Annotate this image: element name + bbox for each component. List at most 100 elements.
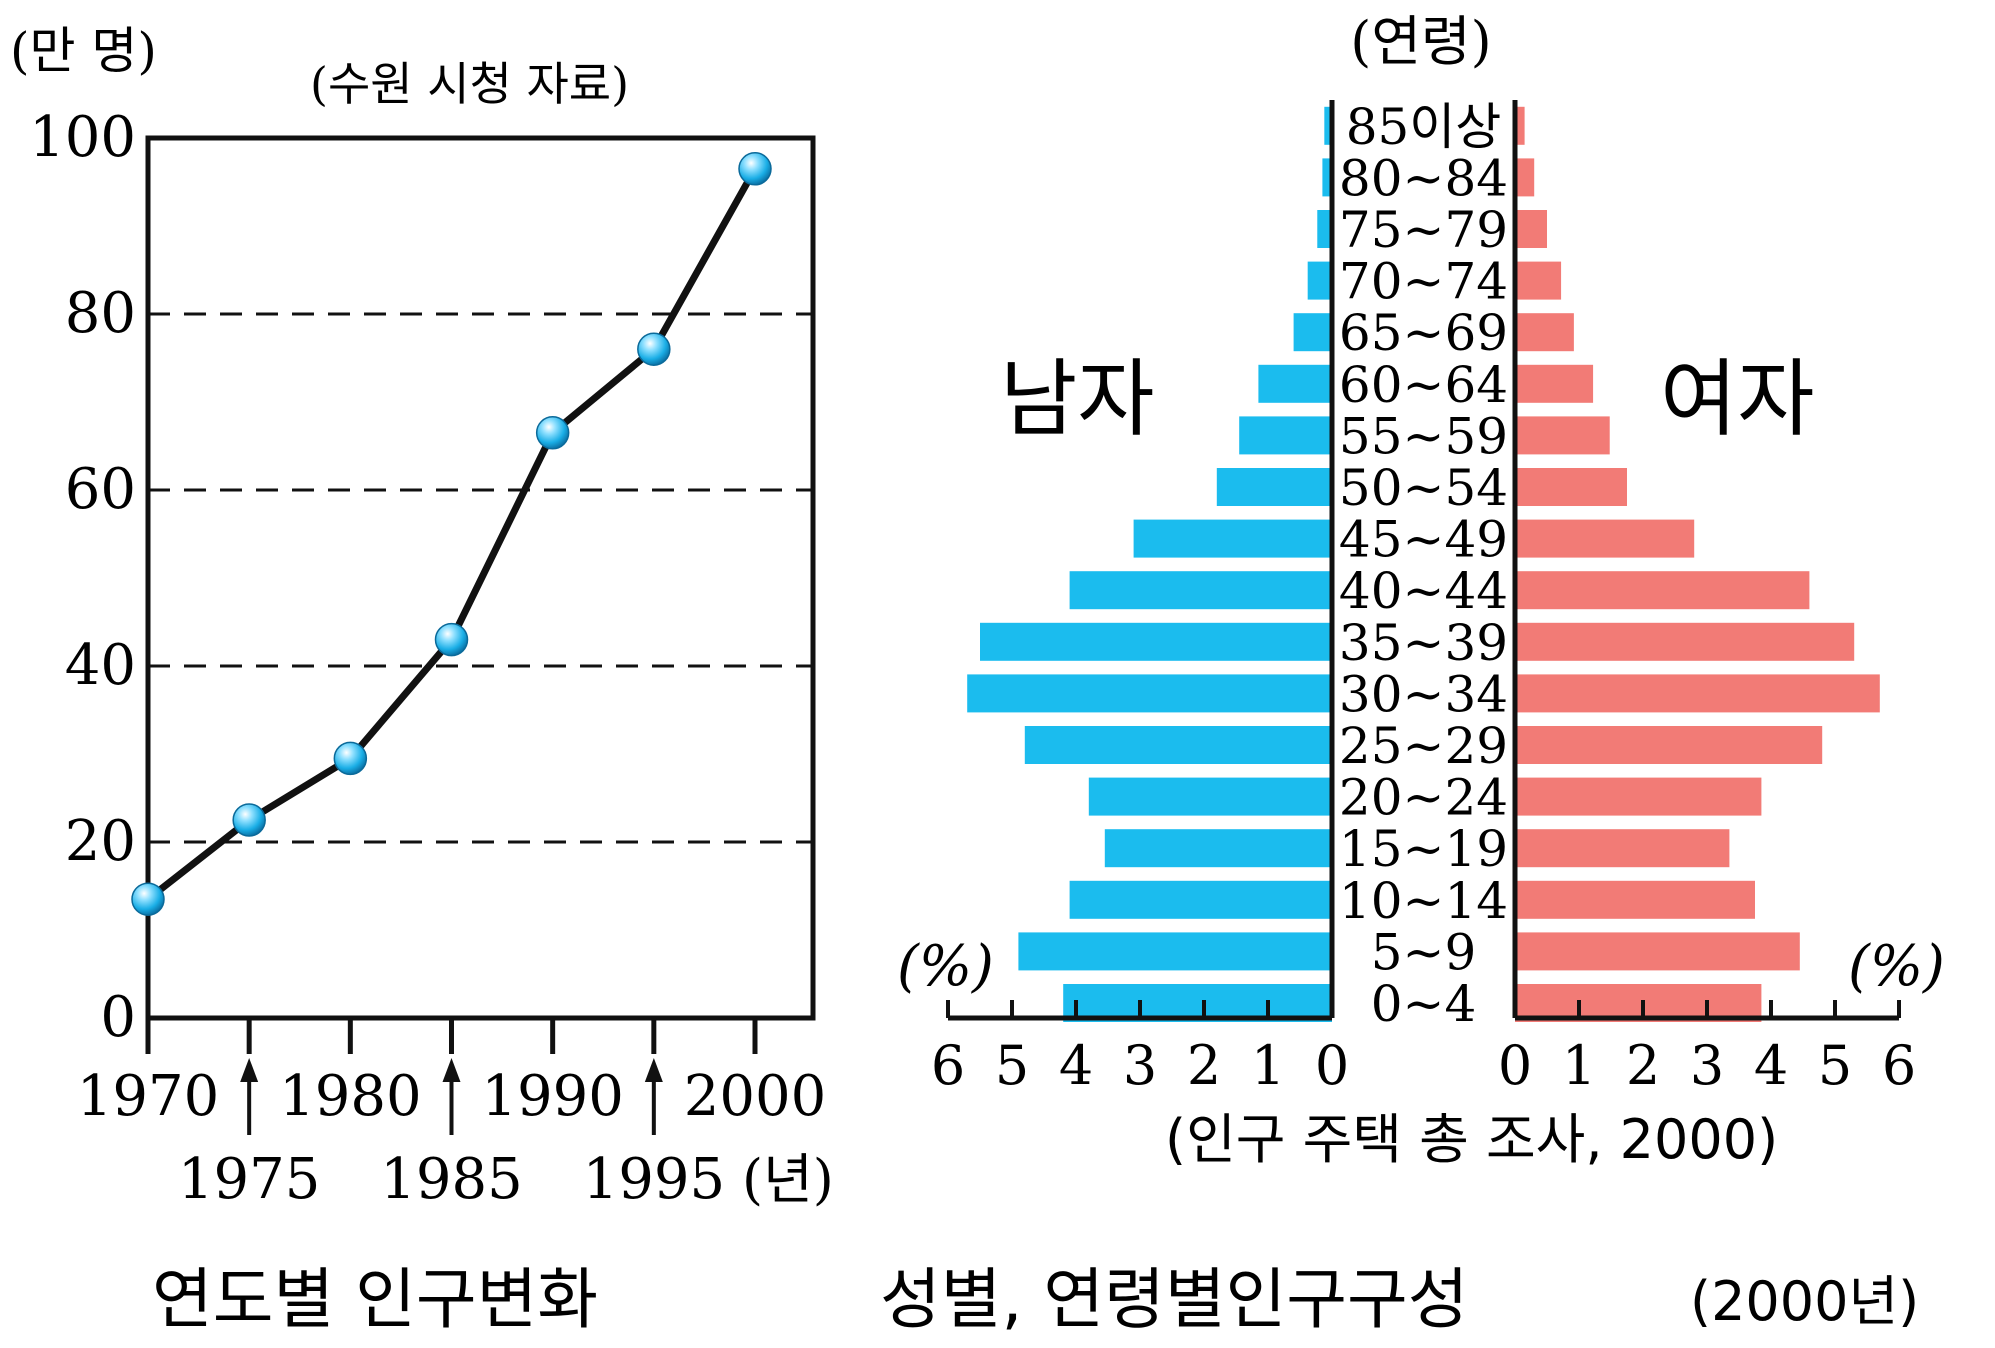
age-group-label: 0~4: [1371, 975, 1477, 1033]
x-tick-label: 1985: [380, 1147, 523, 1212]
female-bar: [1515, 726, 1823, 764]
x-tick-label: 4: [1754, 1034, 1788, 1097]
male-bar: [1239, 416, 1332, 455]
pyramid-caption-year: (2000년): [1690, 1270, 1919, 1333]
y-tick-label: 60: [65, 457, 136, 522]
female-bar: [1515, 932, 1800, 971]
male-bar: [1307, 261, 1332, 300]
age-header: (연령): [1350, 10, 1492, 73]
male-bar: [1088, 777, 1332, 816]
age-group-label: 30~34: [1339, 665, 1508, 723]
male-bar: [1024, 726, 1332, 764]
male-bars: [967, 106, 1332, 1022]
x-tick-label: 1995: [583, 1147, 726, 1212]
female-bar: [1515, 622, 1855, 661]
male-bar: [1104, 829, 1332, 868]
x-tick-label: 1: [1251, 1034, 1285, 1097]
x-tick-label: 5: [995, 1034, 1029, 1097]
male-bar: [1069, 571, 1332, 610]
age-group-label: 25~29: [1339, 717, 1508, 775]
arrow-head: [644, 1058, 663, 1082]
age-group-labels: 85이상80~8475~7970~7465~6960~6455~5950~544…: [1339, 98, 1508, 1033]
x-tick-label: 6: [931, 1034, 965, 1097]
y-tick-labels: 0 20 40 60 80 100: [29, 105, 136, 1050]
x-tick-label: 2: [1626, 1034, 1660, 1097]
x-tick-label: 3: [1123, 1034, 1157, 1097]
age-group-label: 5~9: [1371, 923, 1477, 981]
y-tick-label: 100: [29, 105, 136, 170]
line-chart-source: (수원 시청 자료): [310, 57, 629, 111]
male-bar: [1322, 158, 1332, 197]
unit-left: (%): [897, 934, 994, 999]
y-unit-label: (만 명): [10, 22, 157, 80]
age-group-label: 10~14: [1339, 872, 1508, 930]
x-tick-label: 5: [1818, 1034, 1852, 1097]
arrow-head: [240, 1058, 259, 1082]
data-point: [637, 332, 671, 366]
female-bar: [1515, 364, 1594, 403]
female-bar: [1515, 313, 1574, 352]
female-bar: [1515, 468, 1627, 506]
y-tick-label: 0: [100, 985, 136, 1050]
female-bars: [1515, 106, 1880, 1022]
data-point: [535, 416, 570, 450]
x-unit-label: (년): [742, 1148, 834, 1211]
gridlines: [148, 312, 813, 844]
pyramid-chart: (연령) 85이상80~8475~7970~7465~6960~6455~595…: [880, 10, 1945, 1338]
age-group-label: 75~79: [1339, 201, 1508, 259]
x-tick-label: 1970: [77, 1064, 220, 1129]
line-chart-caption: 연도별 인구변화: [152, 1261, 598, 1338]
age-group-label: 80~84: [1339, 149, 1508, 207]
age-group-label: 15~19: [1339, 820, 1508, 878]
male-bar: [1133, 519, 1332, 558]
male-series-label: 남자: [1000, 350, 1155, 448]
x-tick-label: 3: [1690, 1034, 1724, 1097]
x-tick-label: 1975: [178, 1147, 321, 1212]
y-tick-label: 20: [65, 809, 136, 874]
y-tick-label: 80: [65, 281, 136, 346]
data-points: [131, 152, 772, 916]
data-point: [333, 741, 368, 776]
female-bar: [1515, 106, 1525, 145]
female-bar: [1515, 571, 1810, 610]
female-bar: [1515, 416, 1610, 455]
pyramid-source: (인구 주택 총 조사, 2000): [1165, 1108, 1778, 1171]
female-bar: [1515, 519, 1695, 558]
x-tick-label: 6: [1882, 1034, 1916, 1097]
age-group-label: 40~44: [1339, 562, 1508, 620]
male-bar: [1317, 210, 1332, 248]
unit-right: (%): [1848, 934, 1945, 999]
x-tick-label: 0: [1498, 1034, 1532, 1097]
male-bar: [1324, 106, 1332, 145]
female-bar: [1515, 210, 1547, 248]
x-tick-marks: [145, 1018, 758, 1054]
female-series-label: 여자: [1660, 350, 1815, 448]
male-bar: [1069, 880, 1332, 919]
arrow-head: [442, 1058, 461, 1082]
age-group-label: 20~24: [1339, 769, 1508, 827]
female-bar: [1515, 777, 1762, 816]
age-group-label: 70~74: [1339, 253, 1508, 311]
age-group-label: 55~59: [1339, 407, 1508, 465]
data-point: [131, 882, 165, 916]
y-tick-label: 40: [65, 633, 136, 698]
male-bar: [967, 674, 1332, 713]
age-group-label: 45~49: [1339, 511, 1508, 569]
x-tick-label: 2: [1187, 1034, 1221, 1097]
pyramid-caption: 성별, 연령별인구구성: [880, 1261, 1468, 1338]
data-point: [434, 622, 469, 657]
x-tick-label: 0: [1315, 1034, 1349, 1097]
male-bar: [1293, 313, 1332, 352]
x-tick-label: 2000: [684, 1064, 827, 1129]
age-group-label: 85이상: [1346, 98, 1502, 156]
female-bar: [1515, 829, 1730, 868]
male-bar: [1216, 468, 1332, 506]
age-group-label: 60~64: [1339, 356, 1508, 414]
male-bar: [980, 622, 1332, 661]
age-group-label: 65~69: [1339, 304, 1508, 362]
female-bar: [1515, 674, 1880, 713]
x-tick-label: 1: [1562, 1034, 1596, 1097]
